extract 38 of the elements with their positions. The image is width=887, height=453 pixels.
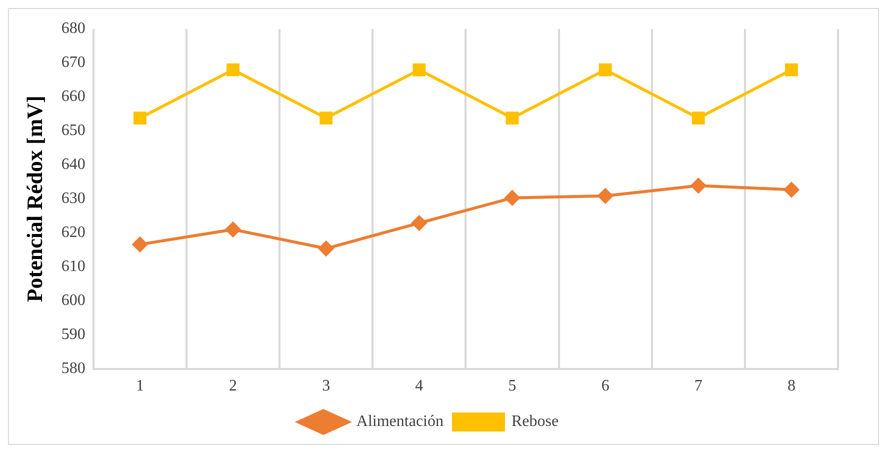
point	[690, 178, 706, 194]
x-tick-label: 2	[229, 378, 238, 395]
point	[504, 190, 520, 206]
point	[133, 112, 146, 124]
legend-label: Rebose	[511, 413, 559, 430]
point	[412, 216, 427, 231]
y-tick-label: 620	[61, 224, 86, 242]
y-axis-title: Potencial Rédox [mV]	[22, 96, 47, 302]
point	[226, 222, 241, 237]
y-tick-label: 650	[61, 122, 86, 140]
point	[318, 241, 334, 256]
y-tick-label: 600	[61, 292, 86, 310]
x-tick-label: 1	[136, 378, 144, 395]
point	[506, 112, 519, 124]
point	[226, 63, 240, 76]
y-tick-label: 630	[61, 190, 86, 208]
point	[132, 236, 148, 252]
x-tick-label: 7	[694, 378, 702, 395]
point	[598, 63, 612, 76]
y-tick-label: 640	[61, 156, 86, 174]
legend-label: Alimentación	[356, 413, 444, 430]
y-tick-label: 660	[61, 88, 86, 106]
y-tick-label: 580	[61, 360, 86, 378]
x-tick-label: 3	[322, 378, 330, 395]
x-tick-label: 8	[787, 378, 796, 395]
point	[692, 112, 705, 124]
y-tick-label: 610	[61, 258, 86, 276]
point	[784, 182, 799, 198]
x-tick-label: 4	[415, 378, 424, 395]
y-tick-label: 680	[61, 20, 86, 38]
y-tick-label: 670	[61, 54, 86, 72]
point	[598, 188, 613, 204]
x-tick-label: 6	[601, 378, 610, 395]
x-tick-label: 5	[508, 378, 516, 395]
point	[320, 112, 333, 124]
point	[412, 63, 426, 76]
y-tick-label: 590	[61, 326, 86, 344]
point	[785, 63, 798, 76]
